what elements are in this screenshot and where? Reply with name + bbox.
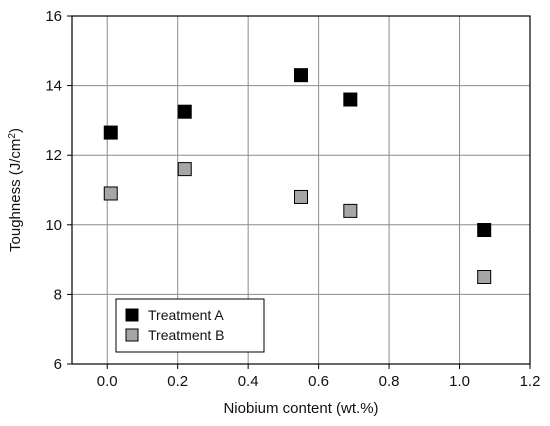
x-tick-label: 0.6	[308, 373, 329, 390]
legend-label-treatment-a: Treatment A	[148, 307, 224, 323]
y-axis-title: Toughness (J/cm2)	[7, 128, 25, 252]
plot-frame	[71, 15, 531, 365]
data-point-treatment-b	[477, 270, 492, 284]
legend-label-treatment-b: Treatment B	[148, 327, 225, 343]
data-points	[103, 68, 492, 284]
x-tick-label: 0.8	[379, 373, 400, 390]
y-tick-label: 12	[45, 147, 62, 164]
y-tick-label: 16	[45, 8, 62, 25]
data-point-treatment-b	[294, 189, 308, 204]
legend: Treatment A Treatment B	[115, 298, 265, 353]
data-point-treatment-b	[177, 162, 192, 177]
x-axis-title: Niobium content (wt.%)	[223, 400, 378, 417]
x-tick-label: 0.2	[167, 373, 188, 390]
data-point-treatment-a	[177, 104, 192, 119]
x-tick-label: 1.2	[520, 373, 541, 390]
y-tick-label: 6	[54, 356, 62, 373]
axis-ticks: 0.0 0.2 0.4 0.6 0.8 1.0 1.2 6 8 10 12 14 16	[45, 8, 540, 390]
y-tick-label: 10	[45, 217, 62, 234]
y-tick-label: 8	[54, 286, 62, 303]
data-point-treatment-a	[103, 125, 118, 140]
x-tick-label: 0.4	[238, 373, 259, 390]
legend-box	[115, 298, 265, 353]
data-point-treatment-a	[343, 92, 358, 107]
data-point-treatment-b	[343, 203, 358, 218]
data-point-treatment-b	[103, 186, 118, 201]
y-tick-label: 14	[45, 78, 62, 95]
data-point-treatment-a	[294, 68, 308, 83]
legend-marker-treatment-a	[125, 308, 139, 322]
x-tick-label: 1.0	[449, 373, 470, 390]
data-point-treatment-a	[477, 223, 492, 238]
legend-marker-treatment-b	[125, 328, 139, 342]
x-tick-label: 0.0	[97, 373, 118, 390]
